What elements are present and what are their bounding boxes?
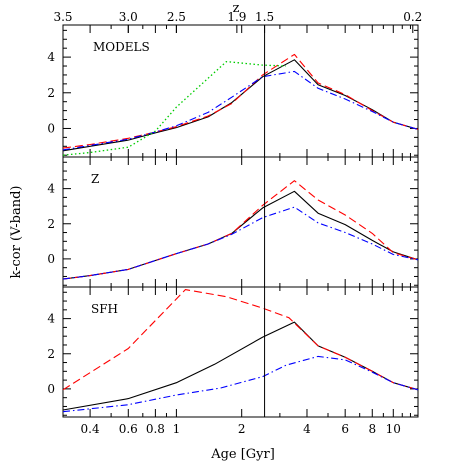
- panel-label: SFH: [91, 302, 118, 316]
- z-tick-label: 1.9: [227, 10, 246, 24]
- y-tick-label: 2: [47, 86, 55, 100]
- x-tick-label: 8: [368, 422, 376, 436]
- x-tick-label: 0.8: [146, 422, 165, 436]
- series-line-solid: [62, 59, 419, 152]
- series-line-dashed: [62, 53, 419, 149]
- x-axis-label: Age [Gyr]: [210, 447, 275, 462]
- z-tick-label: 3.5: [53, 10, 72, 24]
- y-tick-label: 0: [47, 382, 55, 396]
- y-tick-label: 4: [47, 182, 55, 196]
- z-tick-label: 1.5: [255, 10, 274, 24]
- series-line-solid: [62, 190, 419, 280]
- y-tick-label: 4: [47, 50, 55, 64]
- panel-frames: [62, 24, 419, 418]
- panel-label: Z: [91, 172, 99, 186]
- y-tick-label: 0: [47, 252, 55, 266]
- panel-label: MODELS: [93, 40, 150, 54]
- series-layer: [62, 25, 419, 417]
- axis-labels: Age [Gyr] k-cor (V-band) z: [9, 1, 275, 462]
- x-tick-label: 0.6: [119, 422, 138, 436]
- x-tick-label: 4: [303, 422, 311, 436]
- series-line-solid: [62, 321, 419, 411]
- series-line-dashdot: [62, 70, 419, 151]
- series-line-dashed: [62, 180, 419, 280]
- y-tick-label: 2: [47, 347, 55, 361]
- series-line-dotted: [62, 60, 287, 156]
- panel-frame: [62, 286, 419, 418]
- x-tick-label: 6: [341, 422, 349, 436]
- x-tick-label: 1: [173, 422, 181, 436]
- z-tick-label: 0.2: [403, 10, 422, 24]
- y-axis-label: k-cor (V-band): [9, 186, 24, 279]
- series-line-dashdot: [62, 355, 419, 413]
- top-axis-label: z: [233, 1, 240, 16]
- z-tick-label: 3.0: [119, 10, 138, 24]
- series-line-dashdot: [62, 206, 419, 280]
- y-tick-label: 2: [47, 217, 55, 231]
- y-tick-label: 0: [47, 121, 55, 135]
- z-tick-label: 2.5: [167, 10, 186, 24]
- series-line-dashed: [62, 289, 419, 391]
- x-tick-label: 2: [238, 422, 246, 436]
- y-tick-label: 4: [47, 312, 55, 326]
- axis-ticks: 0 2 4 MODELS 0 2 4 Z 0 2 4 SFH 0.4 0.6 0.8 1 2 4 6 8 10 3.5 3.…: [47, 10, 422, 436]
- panel-frame: [62, 156, 419, 288]
- x-tick-label: 0.4: [81, 422, 100, 436]
- x-tick-label: 10: [386, 422, 401, 436]
